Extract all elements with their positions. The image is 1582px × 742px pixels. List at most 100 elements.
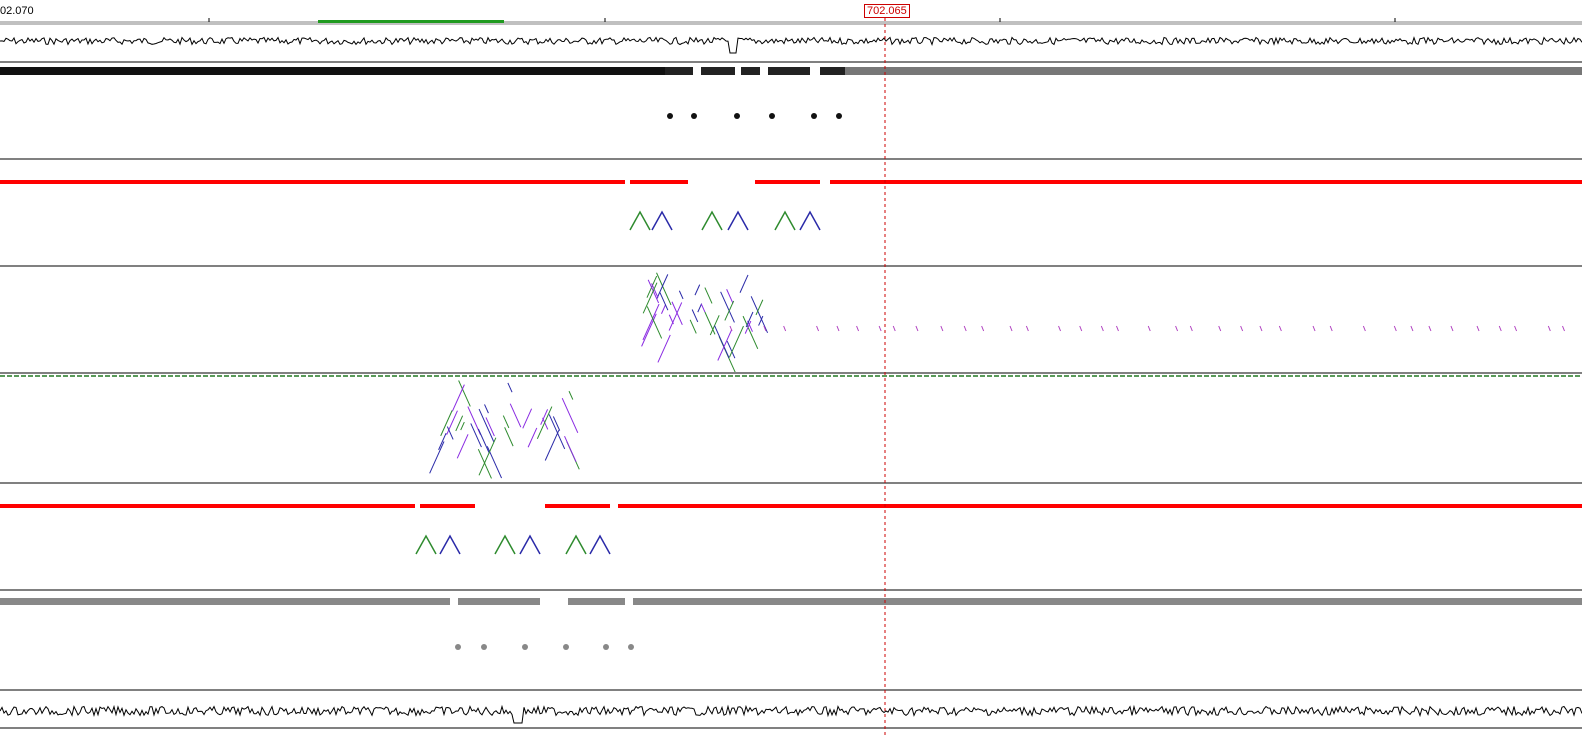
match-diagonal (642, 282, 658, 314)
match-tick (763, 325, 767, 332)
match-diagonal (548, 414, 566, 450)
match-diagonal (460, 421, 465, 431)
match-diagonal (750, 296, 769, 333)
match-diagonal (502, 415, 510, 429)
match-diagonal (678, 290, 684, 300)
feature-track-bottom-2[interactable] (0, 504, 1582, 555)
feature-track-mid[interactable] (641, 272, 1565, 374)
match-tick (963, 325, 967, 332)
sequence-bar-gap (760, 67, 768, 75)
forward-strand-bar (630, 180, 688, 184)
stop-markers (667, 113, 842, 119)
match-diagonal (659, 292, 669, 311)
alignment-zig (651, 210, 673, 231)
stop-marker (769, 113, 775, 119)
match-tick (1116, 325, 1119, 332)
match-tick (878, 325, 882, 332)
alignment-zig (774, 210, 796, 231)
match-diagonal (704, 287, 713, 304)
match-diagonal (478, 408, 495, 443)
sequence-bar-gap (693, 67, 701, 75)
stop-marker (522, 644, 528, 650)
match-diagonal (484, 404, 489, 414)
match-diagonal (739, 274, 749, 293)
alignment-zig (494, 534, 516, 555)
match-tick (1410, 325, 1414, 332)
match-diagonal (726, 289, 734, 304)
match-diagonal (726, 340, 736, 359)
ruler[interactable] (0, 18, 1582, 23)
match-diagonal (744, 320, 752, 334)
feature-track-bottom-1[interactable] (429, 380, 580, 479)
stop-marker (481, 644, 487, 650)
match-diagonal (704, 311, 716, 335)
sequence-bar-gap (625, 598, 633, 605)
match-diagonal (568, 390, 574, 400)
sequence-bottom[interactable] (0, 598, 1582, 650)
match-diagonal (455, 415, 464, 432)
match-diagonal (540, 409, 549, 425)
match-diagonal (440, 410, 453, 437)
match-diagonal (446, 410, 458, 435)
alignment-zig (519, 534, 541, 555)
match-diagonal (509, 403, 522, 428)
sequence-top[interactable] (0, 67, 1582, 119)
selection-bar[interactable] (318, 20, 504, 23)
ruler-start-coordinate: 02.070 (0, 5, 34, 17)
alignment-zigzag (629, 210, 821, 231)
match-diagonal (700, 303, 706, 313)
match-tick (1147, 325, 1151, 332)
match-diagonal (456, 434, 469, 459)
match-tick (1362, 325, 1366, 332)
coverage-line (0, 704, 1582, 724)
match-diagonal (656, 272, 672, 306)
stop-marker (811, 113, 817, 119)
alignment-zig (799, 210, 821, 231)
forward-strand-bar (0, 504, 415, 508)
stop-marker (734, 113, 740, 119)
stop-marker (455, 644, 461, 650)
stop-marker (603, 644, 609, 650)
match-diagonal (745, 311, 754, 328)
match-diagonal (544, 430, 560, 461)
match-diagonals (641, 272, 1565, 374)
match-diagonal (689, 319, 697, 334)
match-diagonal (451, 384, 465, 412)
match-diagonal (477, 428, 490, 454)
match-diagonal (709, 315, 720, 336)
match-diagonal (714, 325, 730, 359)
stop-markers (455, 644, 634, 650)
match-tick (1450, 325, 1454, 332)
match-diagonal (661, 304, 667, 314)
match-tick (1009, 325, 1013, 332)
match-diagonal (478, 437, 497, 476)
match-diagonal (561, 397, 579, 434)
match-tick (892, 325, 896, 332)
match-tick (915, 325, 919, 332)
sequence-bar-grey (845, 67, 1582, 75)
match-tick (981, 325, 985, 332)
match-tick (729, 325, 733, 332)
coverage-plot-bottom[interactable] (0, 704, 1582, 729)
coverage-plot-top[interactable] (0, 23, 1582, 63)
match-tick (1175, 325, 1179, 332)
alignment-zig (701, 210, 723, 231)
match-tick (1329, 325, 1333, 332)
match-tick (1079, 325, 1083, 332)
match-diagonals (429, 380, 580, 479)
match-tick (1547, 325, 1551, 332)
alignment-zig (629, 210, 651, 231)
match-diagonal (522, 408, 533, 429)
match-diagonal (429, 441, 445, 474)
match-tick (1259, 325, 1263, 332)
match-tick (1218, 325, 1222, 332)
alignment-zig (415, 534, 437, 555)
match-diagonal (527, 427, 538, 448)
match-diagonal (470, 423, 482, 448)
match-tick (816, 325, 820, 332)
feature-track-top-1[interactable] (0, 180, 1582, 231)
match-diagonal (446, 426, 454, 440)
forward-strand-bar (618, 504, 1582, 508)
